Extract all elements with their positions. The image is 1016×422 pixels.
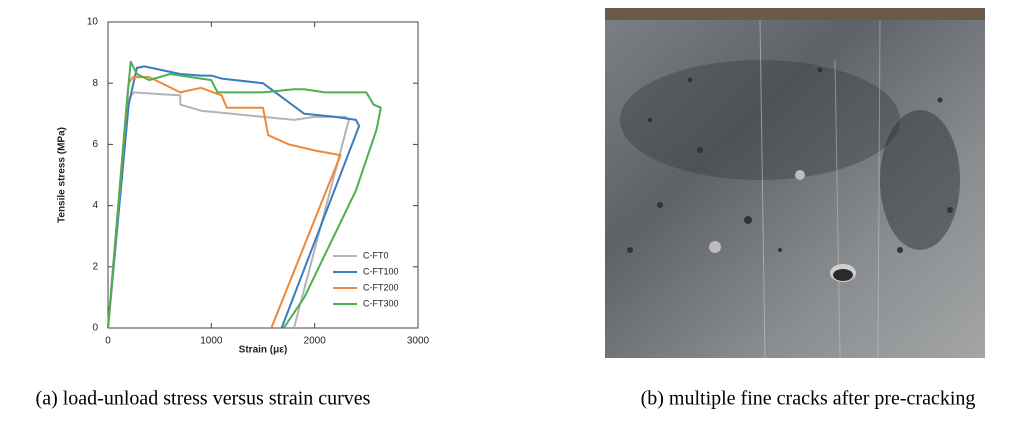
x-tick-label: 0 [105,336,111,347]
y-tick-label: 0 [92,323,98,334]
y-tick-label: 6 [92,139,98,150]
series-line [107,91,350,329]
y-axis-label: Tensile stress (MPa) [57,127,68,223]
y-tick-label: 8 [92,78,98,89]
legend-label: C-FT0 [363,250,389,260]
x-tick-label: 1000 [200,336,223,347]
legend-label: C-FT300 [363,298,399,308]
series-line [107,60,382,329]
y-tick-label: 4 [92,200,98,211]
caption: (b) multiple fine cracks after pre-crack… [641,388,976,410]
series-line [107,65,361,329]
series-line [107,76,342,329]
y-tick-label: 2 [92,261,98,272]
y-tick-label: 10 [87,17,99,28]
legend-label: C-FT100 [363,266,399,276]
legend-label: C-FT200 [363,282,399,292]
photo [605,8,985,359]
plot-frame [107,21,419,329]
x-axis-label: Strain (με) [239,345,288,356]
x-tick-label: 2000 [304,336,327,347]
caption: (a) load-unload stress versus strain cur… [36,388,371,410]
x-tick-label: 3000 [407,336,430,347]
